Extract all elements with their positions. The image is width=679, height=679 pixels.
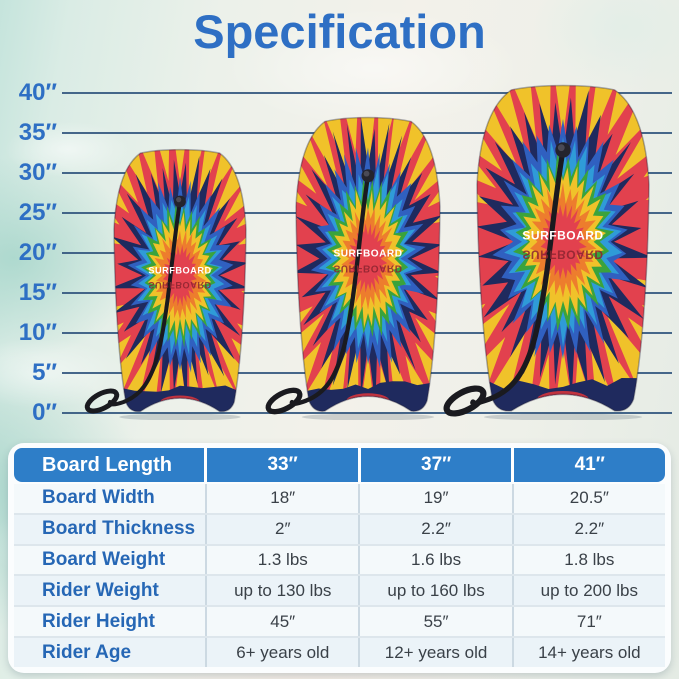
table-header-row: Board Length 33″ 37″ 41″ [14, 448, 665, 482]
header-value-cell: 33″ [204, 448, 358, 482]
table-row-board-width: Board Width 18″ 19″ 20.5″ [14, 484, 665, 513]
ruler-tick-label: 10″ [18, 319, 57, 346]
table-cell: 1.6 lbs [358, 545, 511, 575]
table-cell: 1.3 lbs [205, 545, 358, 575]
ruler-tick-label: 40″ [18, 79, 57, 106]
table-row-board-weight: Board Weight 1.3 lbs 1.6 lbs 1.8 lbs [14, 543, 665, 575]
leash-loop [443, 385, 487, 417]
table-row-rider-weight: Rider Weight up to 130 lbs up to 160 lbs up… [14, 574, 665, 606]
table-cell: 2″ [205, 514, 358, 544]
leash-loop [84, 388, 120, 414]
table-cell: up to 160 lbs [358, 576, 511, 606]
ruler-tick-label: 5″ [32, 359, 57, 386]
board-33in: SURFBOARD SURFBOARD [84, 148, 247, 420]
table-cell: 12+ years old [358, 638, 511, 667]
board-shadow [119, 413, 241, 420]
row-label: Rider Weight [42, 579, 159, 601]
ruler-tick-label: 35″ [18, 119, 57, 146]
table-cell: 14+ years old [511, 638, 665, 667]
table-row-rider-height: Rider Height 45″ 55″ 71″ [14, 605, 665, 637]
table-cell: 2.2″ [511, 514, 665, 544]
board-label-text: SURFBOARD [148, 266, 211, 276]
ruler-line [62, 412, 672, 414]
board-label-text: SURFBOARD [522, 229, 603, 243]
row-label: Rider Age [42, 641, 132, 663]
row-label: Board Thickness [42, 518, 196, 540]
table-cell: 18″ [205, 484, 358, 513]
table-cell: 2.2″ [358, 514, 511, 544]
tail-red-strip [537, 391, 589, 408]
board-41in: SURFBOARD SURFBOARD [443, 84, 650, 420]
table-cell: 19″ [358, 484, 511, 513]
ruler-tick-label: 25″ [18, 199, 57, 226]
header-value-cell: 41″ [511, 448, 665, 482]
table-cell: up to 200 lbs [511, 576, 665, 606]
table-row-board-thickness: Board Thickness 2″ 2.2″ 2.2″ [14, 512, 665, 544]
table-cell: 45″ [205, 607, 358, 637]
spec-table: Board Length 33″ 37″ 41″ Board Width 18″ 19″ 20… [8, 443, 671, 673]
board-label-mirror-text: SURFBOARD [522, 247, 603, 261]
board-label-mirror-text: SURFBOARD [334, 263, 403, 274]
ruler-tick-label: 20″ [18, 239, 57, 266]
ruler-tick-label: 15″ [18, 279, 57, 306]
board-shadow [301, 413, 435, 420]
table-cell: 20.5″ [511, 484, 665, 513]
ruler-tick-label: 0″ [32, 399, 57, 426]
ruler-tick-label: 30″ [18, 159, 57, 186]
header-value-cell: 37″ [357, 448, 512, 482]
row-label: Rider Height [42, 610, 155, 632]
page-title: Specification [193, 5, 486, 58]
leash-loop [265, 387, 303, 415]
table-cell: 1.8 lbs [511, 545, 665, 575]
row-label: Board Width [42, 487, 155, 509]
board-label-text: SURFBOARD [334, 249, 403, 260]
ruler-line [62, 92, 672, 94]
table-cell: 6+ years old [205, 638, 358, 667]
board-shadow [483, 413, 643, 420]
table-cell: 55″ [358, 607, 511, 637]
row-label: Board Weight [42, 549, 166, 571]
table-row-rider-age: Rider Age 6+ years old 12+ years old 14+ ye… [14, 636, 665, 667]
table-cell: up to 130 lbs [205, 576, 358, 606]
header-label-cell: Board Length [42, 453, 172, 476]
board-37in: SURFBOARD SURFBOARD [265, 116, 441, 420]
table-cell: 71″ [511, 607, 665, 637]
board-label-mirror-text: SURFBOARD [148, 280, 211, 290]
